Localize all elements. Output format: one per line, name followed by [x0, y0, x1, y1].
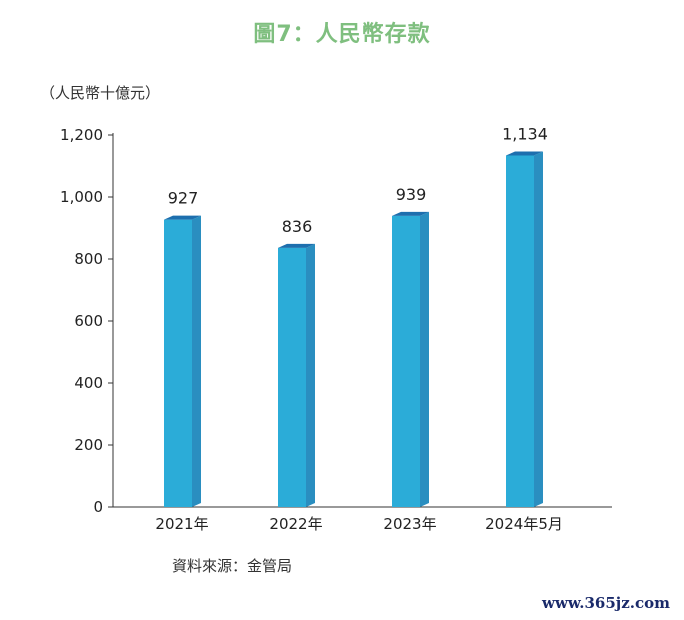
y-tick-label: 800: [74, 250, 103, 268]
source-note: 資料來源：金管局: [172, 557, 293, 575]
y-tick-label: 400: [74, 374, 103, 392]
y-tick-label: 1,200: [60, 126, 103, 144]
x-tick-label: 2021年: [155, 515, 208, 533]
x-tick-label: 2024年5月: [485, 515, 563, 533]
chart-title: 圖7：人民幣存款: [253, 22, 431, 47]
bar-top: [278, 243, 315, 248]
bar-side: [192, 215, 201, 507]
y-axis-unit-label: （人民幣十億元）: [40, 84, 161, 102]
chart-labels: 927 2021年 836 2022年 939 2023年 1,134 2024年5月: [155, 124, 562, 533]
bar-front: [278, 247, 306, 507]
x-tick-label: 2023年: [383, 515, 436, 533]
chart-axes: 0 200 400 600 800 1,000 1,200: [60, 126, 612, 516]
bar-side: [534, 151, 543, 507]
y-tick-label: 200: [74, 436, 103, 454]
bar-top: [392, 211, 429, 216]
bar-front: [506, 155, 534, 507]
data-label: 927: [168, 189, 199, 208]
y-tick-label: 0: [93, 498, 103, 516]
bar: [164, 215, 201, 507]
bar: [278, 243, 315, 507]
data-label: 836: [282, 217, 313, 236]
data-label: 1,134: [502, 124, 548, 143]
bar: [392, 211, 429, 507]
bar-side: [420, 211, 429, 507]
bar-front: [164, 219, 192, 507]
x-tick-label: 2022年: [269, 515, 322, 533]
y-tick-label: 1,000: [60, 188, 103, 206]
chart-bars: [164, 151, 543, 507]
y-tick-label: 600: [74, 312, 103, 330]
data-label: 939: [396, 185, 427, 204]
bar-top: [164, 215, 201, 220]
bar-side: [306, 243, 315, 507]
watermark-logo: www.365jz.com: [542, 594, 670, 612]
bar: [506, 151, 543, 507]
bar-top: [506, 151, 543, 156]
bar-front: [392, 215, 420, 507]
